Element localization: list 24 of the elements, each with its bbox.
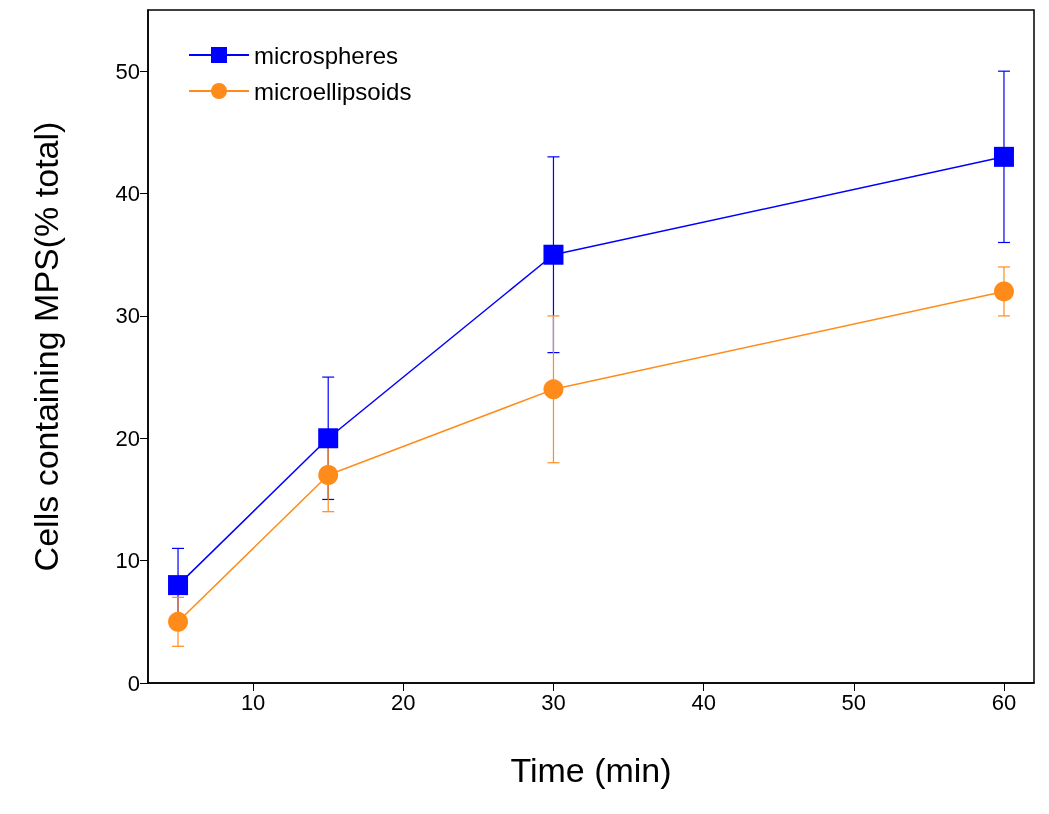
x-tick-label: 40 [691, 689, 716, 715]
point [993, 146, 1014, 167]
point [993, 281, 1014, 302]
x-axis-title: Time (min) [510, 751, 672, 789]
x-tick-label: 20 [391, 689, 416, 715]
point [318, 428, 339, 449]
x-tick-label: 10 [240, 689, 266, 715]
point [543, 244, 564, 265]
legend-label: microellipsoids [254, 77, 412, 105]
point [168, 611, 189, 632]
y-tick-label: 50 [115, 58, 140, 84]
legend-label: microspheres [254, 41, 399, 69]
y-tick-label: 40 [115, 181, 140, 207]
point [543, 379, 564, 400]
x-tick-label: 50 [841, 689, 867, 715]
point [168, 575, 189, 596]
y-tick-label: 0 [127, 670, 140, 696]
y-tick-label: 10 [115, 548, 140, 574]
x-tick-label: 60 [991, 689, 1017, 715]
y-axis-title: Cells containing MPS(% total) [27, 121, 65, 572]
y-tick-label: 20 [115, 425, 140, 451]
point [318, 464, 339, 485]
x-tick-label: 30 [541, 689, 566, 715]
y-tick-label: 30 [115, 303, 140, 329]
